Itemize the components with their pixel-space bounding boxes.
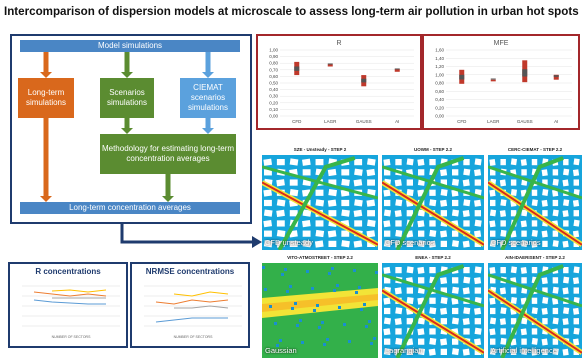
- y-tick-label: 0,20: [269, 100, 278, 105]
- x-tick-label: GAUSS: [517, 119, 533, 124]
- range-core: [522, 69, 528, 77]
- y-tick-label: 0,00: [435, 114, 444, 119]
- y-tick-label: 0,00: [269, 114, 278, 119]
- ciemat-scenarios-box: CIEMAT scenarios simulations: [180, 78, 236, 118]
- range-bar: [394, 69, 400, 72]
- map-title: SZE - Unsteady - STEP 2: [293, 147, 347, 152]
- connector-arrow: [120, 222, 262, 248]
- range-core: [459, 74, 465, 80]
- y-tick-label: 0,80: [269, 61, 278, 66]
- x-tick-label: CFD: [292, 119, 302, 124]
- concentration-map: VITO-ATMOSTREET - STEP 2.2 Gaussian: [262, 254, 378, 358]
- x-tick-label: AI: [395, 119, 399, 124]
- concentration-map: CERC-CIEMAT - STEP 2.2 CFD scenarios: [488, 146, 582, 250]
- mfe-chart: 1,60 1,40 1,20 1,00 0,80 0,60 0,40 0,20 0,00 CFD L…: [435, 48, 572, 124]
- y-tick-label: 0,40: [269, 87, 278, 92]
- y-tick-label: 0,30: [269, 94, 278, 99]
- r-chart: 1,000,90 0,800,70 0,60 0,500,40 0,300,20 0,10…: [269, 48, 414, 124]
- page-title: Intercomparison of dispersion models at …: [4, 5, 579, 18]
- range-core: [294, 66, 300, 71]
- y-tick-label: 0,80: [435, 81, 444, 86]
- y-tick-label: 0,20: [435, 105, 444, 110]
- r-concentrations-xlabel: NUMBER OF SECTORS: [52, 335, 91, 339]
- y-tick-label: 1,20: [435, 64, 444, 69]
- r-chart-title: R: [336, 40, 342, 47]
- r-concentrations-title: R concentrations: [35, 267, 101, 276]
- range-core: [327, 63, 333, 65]
- range-bar: [490, 79, 496, 82]
- map-title: ENEA - STEP 2.2: [415, 255, 451, 260]
- map-label: CFD unsteady: [265, 238, 313, 247]
- x-tick-label: GAUSS: [356, 119, 372, 124]
- scenarios-simulations-box: Scenarios simulations: [100, 78, 154, 118]
- map-label: CFD scenarios: [385, 238, 435, 247]
- y-tick-label: 1,40: [435, 56, 444, 61]
- x-tick-label: LAGR: [324, 119, 337, 124]
- methodology-box: Methodology for estimating long-term con…: [100, 134, 236, 174]
- range-core: [361, 78, 367, 83]
- map-title: CERC-CIEMAT - STEP 2.2: [507, 147, 563, 152]
- range-core: [553, 75, 559, 77]
- map-label: Artificial intelligence: [491, 346, 557, 355]
- range-core: [490, 78, 496, 80]
- concentration-map: AIN-IDAERISENT - STEP 2.2 Artificial inte…: [488, 254, 582, 358]
- long-term-averages-box: Long-term concentration averages: [20, 202, 240, 214]
- mfe-chart-panel: MFE 1,60 1,40 1,20 1,00 0,80 0,60 0,40 0,20 0,00…: [422, 34, 580, 130]
- concentration-map: ENEA - STEP 2.2 Lagrangian: [382, 254, 484, 358]
- map-title: UOWM - STEP 2.2: [414, 147, 452, 152]
- r-chart-panel: R 1,00 0,90 0,80 0,70 0,60 0,50 0,40 0,30 0,20 0,…: [256, 34, 422, 130]
- nrmse-concentrations-xlabel: NUMBER OF SECTORS: [174, 335, 213, 339]
- y-tick-label: 1,00: [269, 48, 278, 53]
- flowchart-arrows: [40, 52, 214, 202]
- x-tick-label: AI: [554, 119, 558, 124]
- y-tick-label: 0,10: [269, 107, 278, 112]
- y-tick-label: 1,60: [435, 48, 444, 53]
- y-tick-label: 0,40: [435, 97, 444, 102]
- nrmse-concentrations-chart: NUMBER OF SECTORS: [144, 285, 242, 339]
- y-tick-label: 0,60: [269, 74, 278, 79]
- r-concentrations-panel: R concentrations NUMBER OF SECTORS: [8, 262, 128, 348]
- map-title: AIN-IDAERISENT - STEP 2.2: [505, 255, 565, 260]
- map-label: CFD scenarios: [491, 238, 541, 247]
- concentration-map: UOWM - STEP 2.2 CFD scenarios: [382, 146, 484, 250]
- range-bar: [553, 74, 559, 80]
- x-tick-label: LAGR: [487, 119, 500, 124]
- model-simulations-box: Model simulations: [20, 40, 240, 52]
- range-core: [394, 68, 400, 70]
- long-term-simulations-box: Long-term simulations: [18, 78, 74, 118]
- x-tick-label: CFD: [457, 119, 467, 124]
- map-label: Lagrangian: [385, 346, 423, 355]
- map-title: VITO-ATMOSTREET - STEP 2.2: [287, 255, 353, 260]
- y-tick-label: 0,60: [435, 89, 444, 94]
- range-bar: [327, 64, 333, 67]
- map-label: Gaussian: [265, 346, 297, 355]
- concentration-map: SZE - Unsteady - STEP 2 CFD unsteady: [262, 146, 378, 250]
- r-concentrations-chart: NUMBER OF SECTORS: [22, 285, 120, 339]
- methodology-flowchart: Model simulations Long-term simulations …: [10, 34, 252, 224]
- nrmse-concentrations-panel: NRMSE concentrations NUMBER OF SECTORS: [130, 262, 250, 348]
- nrmse-concentrations-title: NRMSE concentrations: [145, 267, 235, 276]
- mfe-chart-title: MFE: [493, 40, 509, 47]
- y-tick-label: 0,50: [269, 81, 278, 86]
- y-tick-label: 0,90: [269, 54, 278, 59]
- y-tick-label: 0,70: [269, 67, 278, 72]
- y-tick-label: 1,00: [435, 72, 444, 77]
